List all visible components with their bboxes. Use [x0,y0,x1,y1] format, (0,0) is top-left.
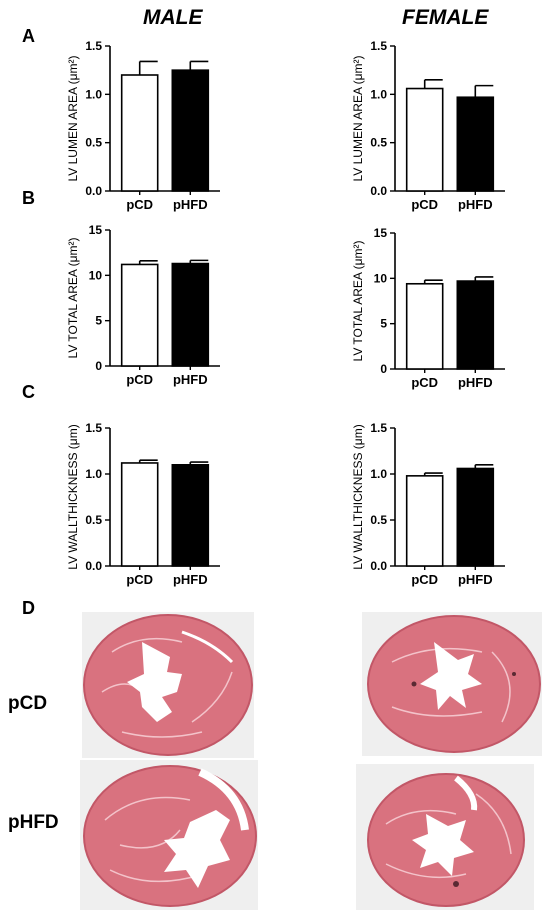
y-tick-label: 0.5 [370,136,387,150]
chart-female-lumen-area: 0.0 0.5 1.0 1.5 LV LUMEN AREA (μm²) pCD pHFD [351,39,505,212]
x-tick-label: pHFD [458,375,493,390]
histology-image-male-pcd [82,612,254,758]
y-tick-label: 0.5 [85,136,102,150]
x-tick-label: pCD [126,197,153,212]
x-tick-label: pCD [411,197,438,212]
histology-label-pcd: pCD [8,693,48,714]
bar-pcd [405,475,444,567]
bar-pcd [405,282,444,370]
y-axis-label: LV LUMEN AREA (μm²) [66,55,80,181]
y-axis-label: LV TOTAL AREA (μm²) [66,238,80,359]
y-tick-label: 1.5 [370,421,387,435]
y-tick-label: 10 [89,268,103,282]
chart-female-total-area: 0 5 10 15 LV TOTAL AREA (μm²) pCD pHFD [351,226,505,390]
x-tick-label: pHFD [173,197,208,212]
chart-male-wall-thickness: 0.0 0.5 1.0 1.5 LV WALLTHICKNESS (μm) pCD pHFD [66,421,220,587]
chart-female-wall-thickness: 0.0 0.5 1.0 1.5 LV WALLTHICKNESS (μm) pCD pHFD [351,421,505,587]
x-tick-label: pCD [126,372,153,387]
x-tick-label: pCD [126,572,153,587]
x-tick-label: pCD [411,375,438,390]
y-tick-label: 0 [380,362,387,376]
chart-male-total-area: 0 5 10 15 LV TOTAL AREA (μm²) pCD pHFD [66,223,220,387]
column-title-female: FEMALE [402,6,489,29]
bar-pcd [120,263,159,367]
bar-phfd [456,467,495,567]
y-tick-label: 10 [374,271,388,285]
histology-image-female-pcd [362,612,542,756]
y-tick-label: 0.5 [85,513,102,527]
y-tick-label: 1.0 [370,87,387,101]
y-axis-label: LV WALLTHICKNESS (μm) [351,424,365,569]
y-axis-label: LV WALLTHICKNESS (μm) [66,424,80,569]
chart-male-lumen-area: 0.0 0.5 1.0 1.5 LV LUMEN AREA (μm²) pCD pHFD [66,39,220,212]
bar-phfd [171,463,210,567]
y-tick-label: 1.5 [85,421,102,435]
histology-image-female-phfd [356,764,534,910]
y-tick-label: 0.0 [85,559,102,573]
panel-letter-a: A [22,26,35,46]
x-tick-label: pHFD [458,197,493,212]
y-tick-label: 1.5 [370,39,387,53]
y-tick-label: 5 [380,317,387,331]
x-tick-label: pCD [411,572,438,587]
bar-pcd [405,87,444,192]
y-axis-label: LV TOTAL AREA (μm²) [351,241,365,362]
bar-phfd [456,280,495,370]
column-title-male: MALE [143,6,203,29]
bar-phfd [171,262,210,367]
y-tick-label: 0.5 [370,513,387,527]
histology-image-male-phfd [80,760,258,910]
y-tick-label: 0.0 [370,559,387,573]
y-tick-label: 1.0 [85,87,102,101]
bar-pcd [120,74,159,192]
y-tick-label: 15 [89,223,103,237]
x-tick-label: pHFD [173,572,208,587]
y-axis-label: LV LUMEN AREA (μm²) [351,55,365,181]
y-tick-label: 0.0 [85,184,102,198]
bar-pcd [120,462,159,567]
x-tick-label: pHFD [173,372,208,387]
panel-letter-b: B [22,188,35,208]
y-tick-label: 1.0 [370,467,387,481]
y-tick-label: 0.0 [370,184,387,198]
y-tick-label: 0 [95,359,102,373]
x-tick-label: pHFD [458,572,493,587]
y-tick-label: 1.5 [85,39,102,53]
bar-phfd [171,69,210,192]
panel-letter-c: C [22,382,35,402]
y-tick-label: 15 [374,226,388,240]
panel-letter-d: D [22,598,35,618]
y-tick-label: 1.0 [85,467,102,481]
y-tick-label: 5 [95,314,102,328]
bar-phfd [456,96,495,192]
histology-label-phfd: pHFD [8,812,59,833]
